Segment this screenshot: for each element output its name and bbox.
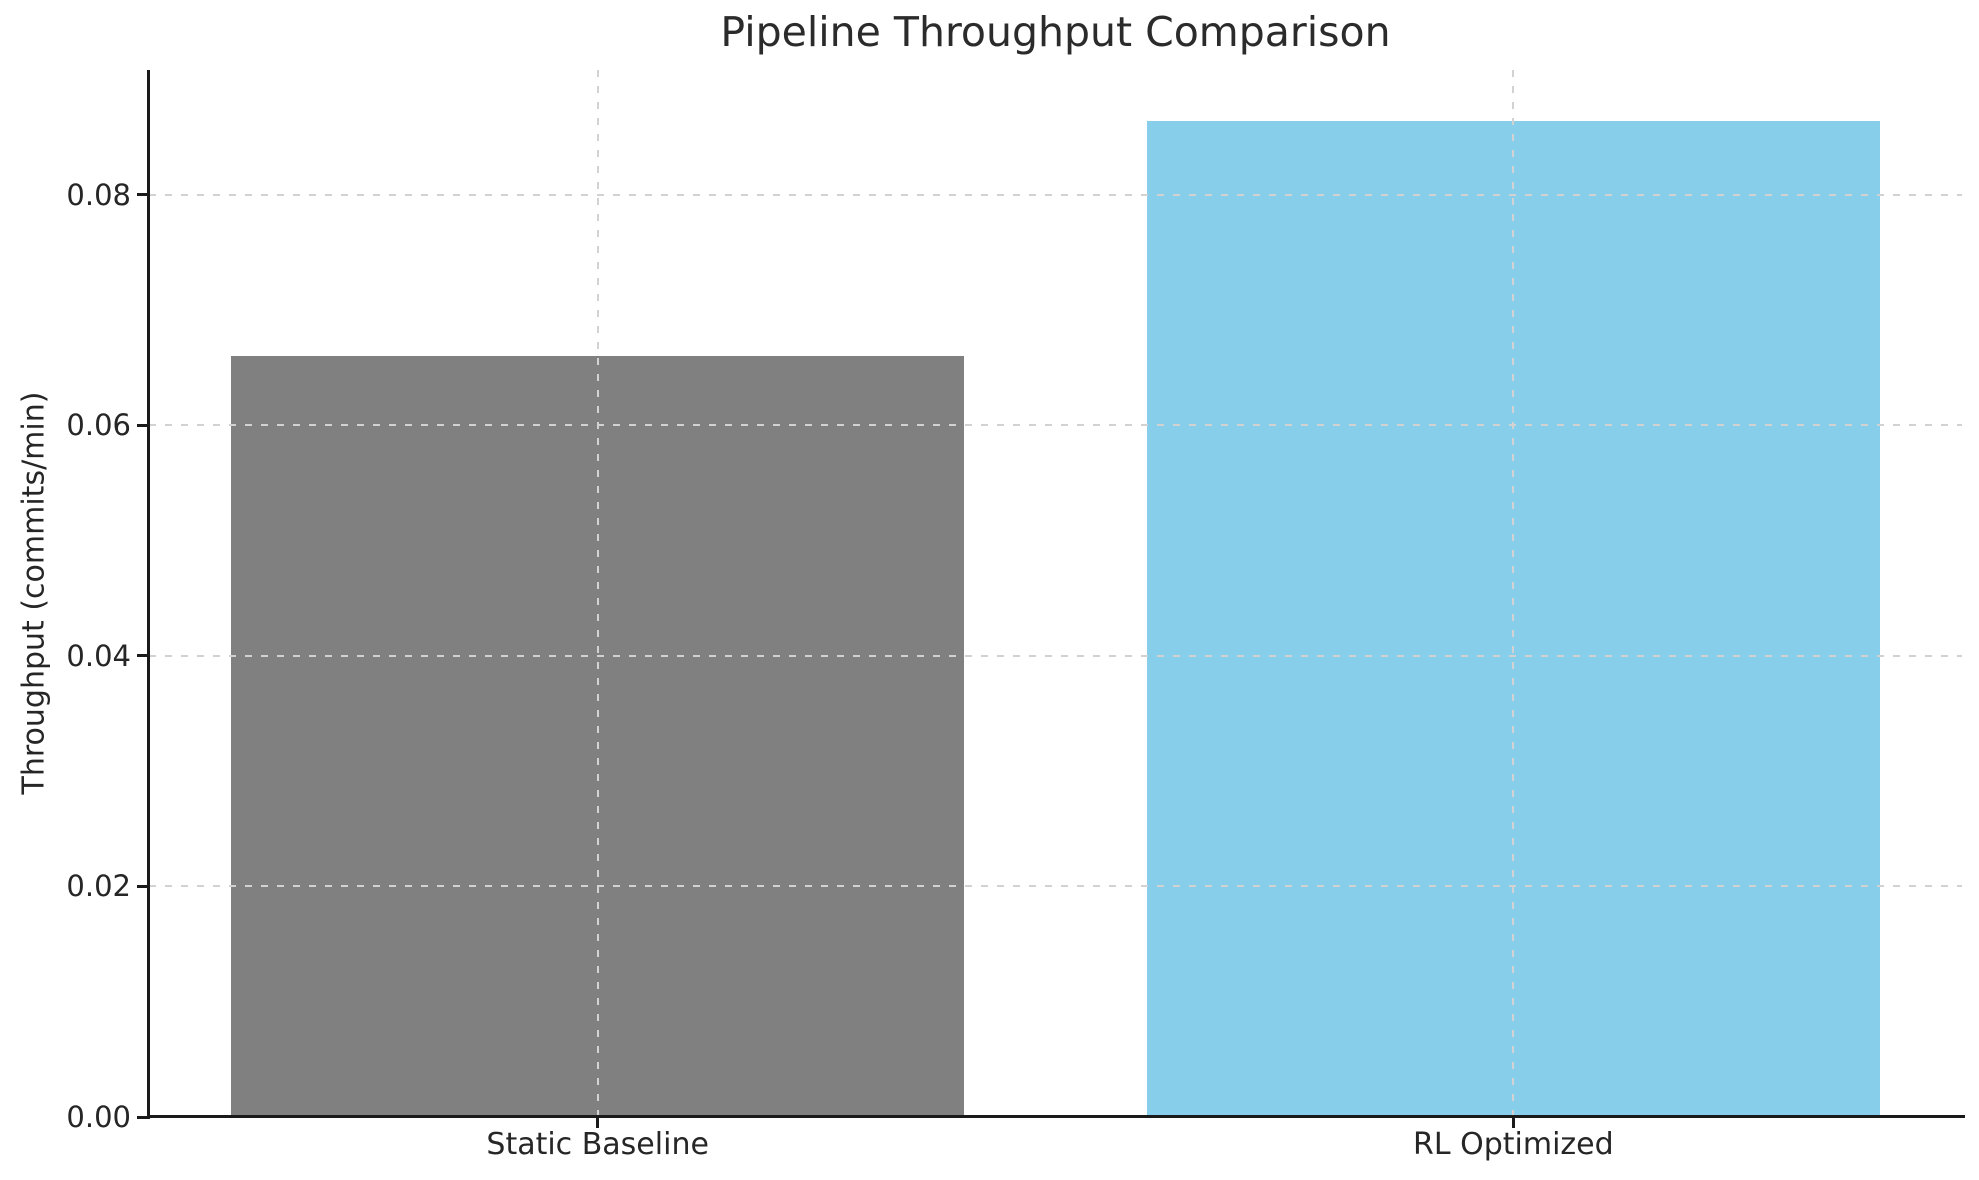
y-tick-label-0.04: 0.04 bbox=[66, 638, 131, 673]
y-tick-label-0.06: 0.06 bbox=[66, 408, 131, 443]
h-gridline-0.08 bbox=[149, 193, 1962, 196]
v-gridline-rl-optimized bbox=[1512, 70, 1515, 1117]
x-tick-label-rl-optimized: RL Optimized bbox=[1413, 1127, 1614, 1162]
y-tick-mark-0.02 bbox=[137, 884, 147, 888]
y-tick-label-0.08: 0.08 bbox=[66, 177, 131, 212]
y-tick-mark-0.00 bbox=[137, 1115, 147, 1119]
h-gridline-0.02 bbox=[149, 885, 1962, 888]
plot-area bbox=[149, 70, 1962, 1117]
h-gridline-0.04 bbox=[149, 654, 1962, 657]
x-tick-label-static-baseline: Static Baseline bbox=[486, 1127, 709, 1162]
x-tick-mark-rl-optimized bbox=[1511, 1118, 1515, 1128]
y-tick-label-0.02: 0.02 bbox=[66, 869, 131, 904]
y-axis-spine bbox=[147, 70, 150, 1119]
y-tick-mark-0.04 bbox=[137, 654, 147, 658]
v-gridline-static-baseline bbox=[596, 70, 599, 1117]
y-tick-label-0.00: 0.00 bbox=[66, 1100, 131, 1134]
y-tick-mark-0.08 bbox=[137, 193, 147, 197]
x-tick-mark-static-baseline bbox=[596, 1118, 600, 1128]
chart-title: Pipeline Throughput Comparison bbox=[720, 8, 1391, 56]
y-axis-label: Throughput (commits/min) bbox=[16, 391, 52, 795]
x-axis-spine bbox=[147, 1115, 1965, 1118]
h-gridline-0.06 bbox=[149, 424, 1962, 427]
y-tick-mark-0.06 bbox=[137, 423, 147, 427]
